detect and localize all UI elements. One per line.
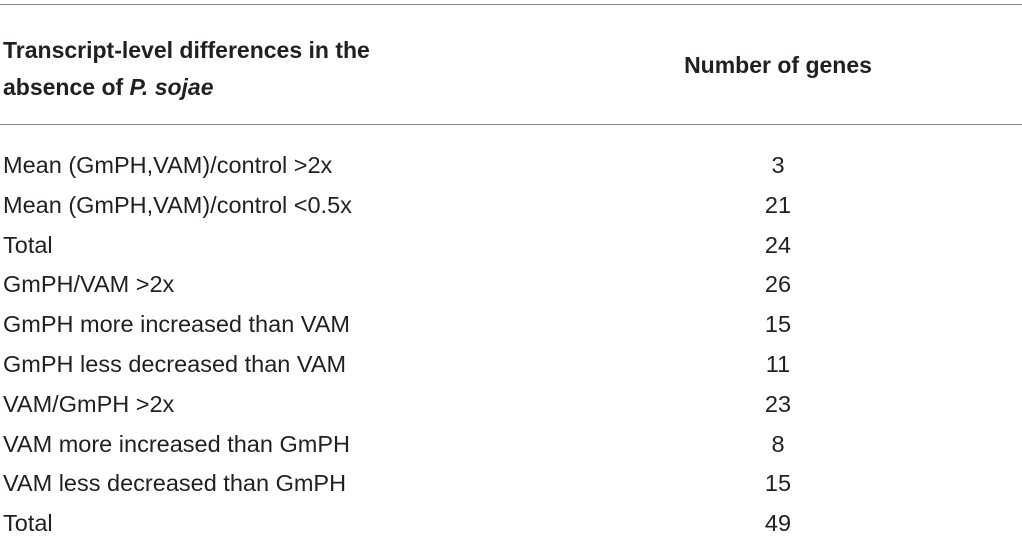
table-row: GmPH/VAM >2x 26 bbox=[0, 265, 1022, 305]
table-row: VAM/GmPH >2x 23 bbox=[0, 385, 1022, 425]
column-header-line-2: absence of P. sojae bbox=[3, 69, 563, 106]
row-label: VAM/GmPH >2x bbox=[3, 390, 175, 417]
row-value: 8 bbox=[771, 430, 785, 457]
table-header-rule bbox=[0, 124, 1022, 125]
table-row: Total 24 bbox=[0, 226, 1022, 266]
row-label: GmPH/VAM >2x bbox=[3, 271, 175, 298]
row-value: 21 bbox=[764, 191, 792, 218]
table-row: Total 49 bbox=[0, 504, 1022, 544]
table-body: Mean (GmPH,VAM)/control >2x 3 Mean (GmPH… bbox=[0, 146, 1022, 544]
row-label: VAM more increased than GmPH bbox=[3, 430, 350, 457]
row-value: 49 bbox=[764, 510, 792, 537]
row-value: 24 bbox=[764, 231, 792, 258]
row-label: GmPH less decreased than VAM bbox=[3, 350, 347, 377]
row-value: 23 bbox=[764, 390, 792, 417]
row-label: Mean (GmPH,VAM)/control <0.5x bbox=[3, 191, 352, 218]
table-row: VAM more increased than GmPH 8 bbox=[0, 425, 1022, 465]
table-row: GmPH less decreased than VAM 11 bbox=[0, 345, 1022, 385]
column-header-line-1: Transcript-level differences in the bbox=[3, 37, 370, 63]
row-value: 15 bbox=[764, 311, 792, 338]
species-name: P. sojae bbox=[129, 74, 214, 100]
table-row: GmPH more increased than VAM 15 bbox=[0, 305, 1022, 345]
row-label: GmPH more increased than VAM bbox=[3, 311, 350, 338]
row-value: 15 bbox=[764, 470, 792, 497]
row-label: Mean (GmPH,VAM)/control >2x bbox=[3, 152, 333, 178]
column-header-differences: Transcript-level differences in the abse… bbox=[3, 32, 563, 106]
row-label: Total bbox=[3, 231, 53, 258]
row-value: 3 bbox=[771, 152, 785, 178]
table-top-rule bbox=[0, 4, 1022, 5]
table-row: VAM less decreased than GmPH 15 bbox=[0, 464, 1022, 504]
column-header-number-of-genes: Number of genes bbox=[684, 52, 872, 78]
table-row: Mean (GmPH,VAM)/control >2x 3 bbox=[0, 146, 1022, 186]
table-row: Mean (GmPH,VAM)/control <0.5x 21 bbox=[0, 186, 1022, 226]
column-header-line-2-prefix: absence of bbox=[3, 74, 130, 100]
row-label: Total bbox=[3, 510, 53, 537]
row-label: VAM less decreased than GmPH bbox=[3, 470, 347, 497]
row-value: 11 bbox=[765, 350, 791, 377]
row-value: 26 bbox=[764, 271, 792, 298]
